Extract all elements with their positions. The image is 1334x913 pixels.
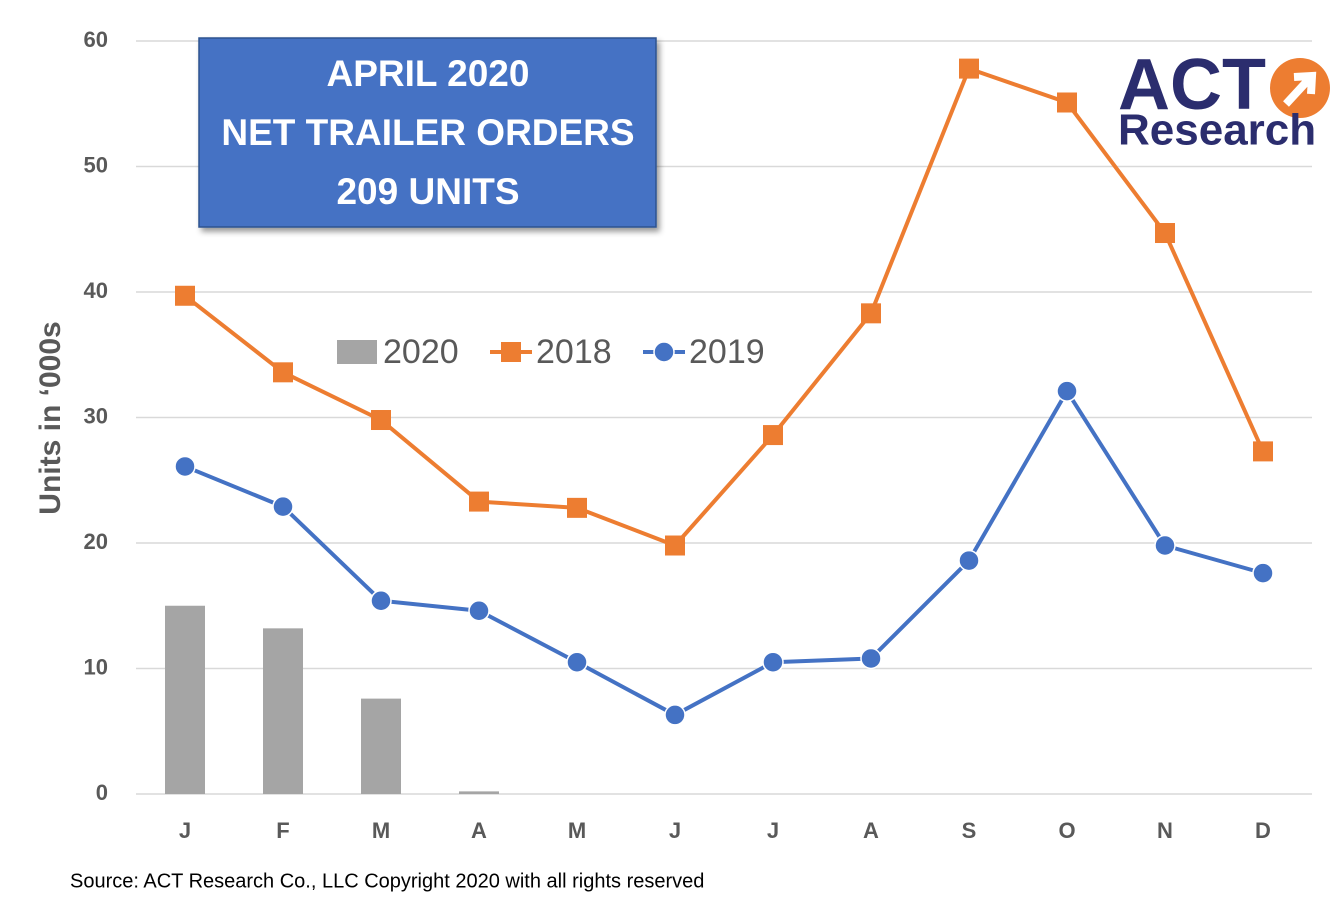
x-tick-label: J xyxy=(179,818,191,843)
marker xyxy=(1057,92,1077,113)
line xyxy=(184,389,1264,717)
y-tick-label: 40 xyxy=(84,278,108,303)
x-tick-label: F xyxy=(276,818,289,843)
legend-label: 2018 xyxy=(536,333,612,371)
y-tick-label: 10 xyxy=(84,654,108,679)
annotation-line: NET TRAILER ORDERS xyxy=(221,112,634,153)
y-axis-label: Units in ‘000s xyxy=(34,321,67,514)
legend-swatch xyxy=(337,340,377,364)
marker xyxy=(861,303,881,324)
x-tick-label: M xyxy=(372,818,390,843)
marker xyxy=(1252,562,1274,584)
marker xyxy=(762,651,784,673)
marker xyxy=(469,491,489,512)
y-tick-label: 0 xyxy=(96,780,108,805)
marker xyxy=(958,549,980,572)
marker xyxy=(665,535,685,556)
x-tick-label: O xyxy=(1058,818,1075,843)
bar xyxy=(361,698,401,794)
legend-label: 2019 xyxy=(689,333,765,371)
marker xyxy=(959,58,979,79)
x-tick-label: S xyxy=(962,818,977,843)
logo-act: ACT xyxy=(1118,45,1266,125)
logo-arrow xyxy=(1283,71,1317,107)
line xyxy=(183,66,1265,548)
x-tick-label: J xyxy=(669,818,681,843)
x-tick-label: A xyxy=(863,818,879,843)
marker xyxy=(763,425,783,446)
annotation-box xyxy=(198,37,657,228)
marker xyxy=(566,651,588,673)
marker xyxy=(664,704,686,726)
marker xyxy=(1155,223,1175,244)
y-tick-label: 20 xyxy=(84,529,108,554)
marker xyxy=(501,342,521,362)
marker xyxy=(174,455,196,478)
marker xyxy=(273,362,293,383)
y-tick-label: 60 xyxy=(84,27,108,52)
annotation-line: 209 UNITS xyxy=(336,171,519,212)
x-tick-label: J xyxy=(767,818,779,843)
annotation-line: APRIL 2020 xyxy=(327,53,530,94)
plot xyxy=(165,58,1274,794)
x-tick-label: N xyxy=(1157,818,1173,843)
bar xyxy=(263,628,303,794)
legend: 2020 2018 2019 xyxy=(337,333,765,371)
marker xyxy=(272,495,294,518)
x-tick-label: M xyxy=(568,818,586,843)
marker xyxy=(175,285,195,306)
marker xyxy=(653,341,675,363)
x-tick-label: A xyxy=(471,818,487,843)
bar xyxy=(165,605,205,794)
marker xyxy=(370,589,392,612)
marker xyxy=(860,647,882,670)
logo-research: Research xyxy=(1118,106,1316,155)
marker xyxy=(1253,441,1273,462)
marker xyxy=(567,497,587,518)
marker xyxy=(468,600,490,622)
marker xyxy=(1056,380,1078,402)
legend-label: 2020 xyxy=(383,333,459,371)
y-tick-label: 30 xyxy=(84,403,108,428)
x-tick-label: D xyxy=(1255,818,1271,843)
bar xyxy=(459,791,499,794)
marker xyxy=(371,410,391,431)
marker xyxy=(1154,534,1176,557)
y-tick-label: 50 xyxy=(84,152,108,177)
source: Source: ACT Research Co., LLC Copyright … xyxy=(70,870,704,892)
